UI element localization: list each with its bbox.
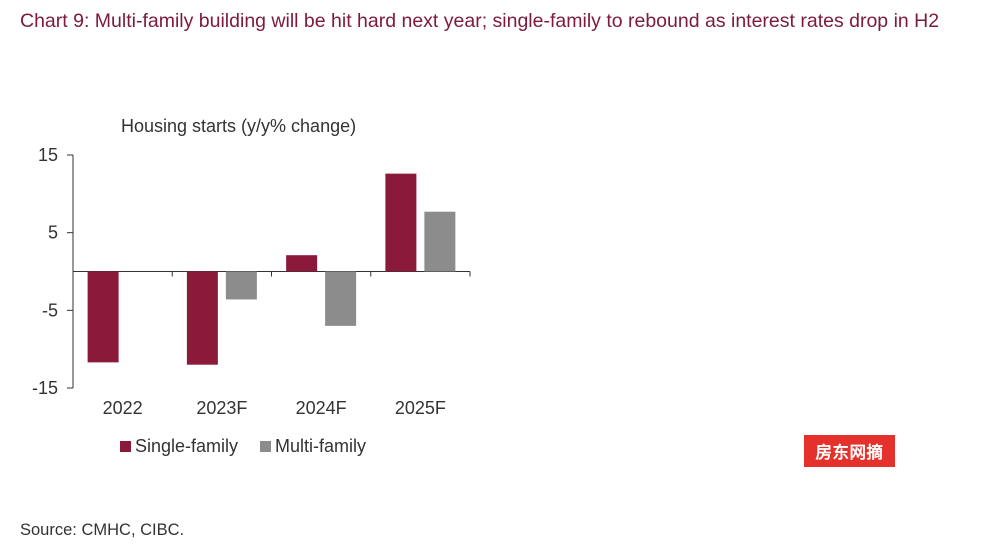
- single-family-bar: [286, 255, 318, 272]
- x-tick-label: 2025F: [395, 398, 446, 418]
- legend-label-multi-family: Multi-family: [275, 436, 367, 456]
- y-tick-label: 15: [38, 145, 58, 165]
- watermark-logo: 房东网摘: [804, 435, 895, 467]
- x-tick-label: 2022: [103, 398, 143, 418]
- multi-family-bar: [424, 211, 456, 272]
- y-tick-label: -5: [42, 300, 58, 320]
- y-tick-label: 5: [48, 223, 58, 243]
- single-family-bar: [186, 271, 218, 365]
- single-family-bar: [87, 271, 119, 363]
- chart-title: Chart 9: Multi-family building will be h…: [20, 10, 940, 32]
- multi-family-bar: [225, 271, 257, 300]
- legend-swatch-single-family: [120, 441, 131, 452]
- legend-swatch-multi-family: [260, 441, 272, 452]
- legend-label-single-family: Single-family: [135, 436, 239, 456]
- multi-family-bar: [325, 271, 357, 326]
- legend-item-multi-family: Multi-family: [260, 436, 366, 457]
- legend-item-single-family: Single-family: [120, 436, 238, 457]
- x-tick-label: 2023F: [196, 398, 247, 418]
- x-tick-label: 2024F: [296, 398, 347, 418]
- chart-subtitle: Housing starts (y/y% change): [121, 116, 356, 136]
- source-note: Source: CMHC, CIBC.: [20, 521, 185, 539]
- single-family-bar: [385, 173, 417, 272]
- y-tick-label: -15: [32, 378, 58, 398]
- legend: Single-family Multi-family: [120, 436, 388, 457]
